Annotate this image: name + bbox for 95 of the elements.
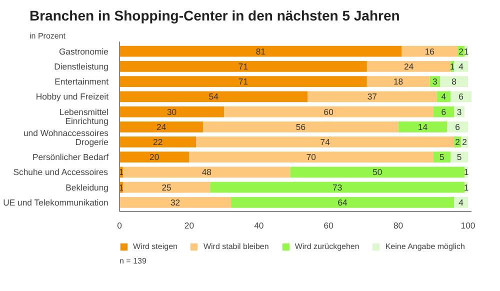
x-tick-label: 20	[184, 220, 194, 230]
data-label: 5	[456, 152, 462, 162]
data-label: 56	[296, 122, 306, 132]
bar	[120, 60, 367, 72]
data-label: 5	[439, 152, 444, 162]
bar	[196, 136, 454, 148]
data-label: 2	[462, 136, 468, 147]
data-label: 14	[418, 122, 428, 132]
bar	[120, 76, 367, 87]
y-tick-label: Hobby und Freizeit	[36, 92, 110, 102]
bar	[290, 166, 465, 178]
y-tick-label: Einrichtung und Wohnaccessoires	[23, 116, 110, 138]
data-label: 71	[238, 76, 248, 87]
y-tick-label: Lebensmittel	[59, 106, 109, 117]
y-tick-label: Entertainment	[54, 76, 110, 87]
bar	[120, 91, 308, 102]
bar	[402, 46, 458, 57]
data-label: 37	[367, 92, 378, 102]
x-tick-label: 80	[394, 220, 404, 230]
data-label: 22	[153, 136, 163, 147]
bar	[189, 152, 434, 163]
bar	[436, 91, 451, 102]
text: n = 139	[120, 256, 147, 266]
y-tick-label: Persönlicher Bedarf	[32, 152, 110, 162]
bar	[224, 106, 434, 118]
data-label: 32	[170, 197, 180, 208]
bar	[450, 91, 472, 102]
data-label: 71	[238, 61, 248, 72]
data-label: 6	[455, 122, 460, 132]
data-label: 48	[202, 167, 212, 178]
data-label: 4	[458, 61, 464, 72]
data-label: 3	[432, 76, 438, 87]
bar	[433, 152, 451, 163]
bar	[122, 166, 290, 178]
y-tick-label: Drogerie	[75, 136, 109, 147]
bar	[366, 60, 451, 72]
y-tick-label: UE und Telekommunikation	[3, 197, 109, 208]
x-tick-label: 0	[117, 220, 122, 230]
data-label: 24	[404, 61, 414, 72]
legend-label: Wird zurückgehen	[294, 242, 360, 251]
data-label: 81	[256, 46, 266, 56]
data-label: 20	[150, 152, 160, 162]
data-label: 74	[320, 136, 330, 147]
data-label: 73	[332, 182, 342, 192]
data-label: 70	[306, 152, 316, 162]
data-label: 25	[162, 182, 172, 192]
data-label: 4	[441, 92, 446, 102]
legend-label: Keine Angabe möglich	[385, 242, 465, 251]
bar	[120, 136, 196, 148]
data-label: 2	[455, 136, 460, 147]
bar	[454, 60, 468, 72]
bar	[308, 91, 437, 102]
y-tick-label: Bekleidung	[66, 182, 109, 192]
data-label: 24	[156, 122, 166, 132]
y-tick-label: Schuhe und Accessoires	[13, 167, 109, 178]
bar	[454, 196, 468, 208]
data-label: 6	[441, 106, 446, 117]
data-label: 18	[394, 76, 404, 87]
chart-title: Branchen in Shopping-Center in den nächsten 5 Jahren	[30, 8, 400, 24]
data-label: 1	[464, 46, 469, 56]
legend-label: Wird steigen	[133, 242, 178, 251]
bar	[120, 46, 402, 57]
data-label: 16	[424, 46, 435, 56]
data-label: 2	[458, 46, 464, 56]
data-label: 1	[464, 167, 469, 178]
data-label: 3	[456, 106, 462, 117]
bar	[120, 196, 232, 208]
data-label: 54	[208, 92, 219, 102]
x-tick-label: 40	[254, 220, 264, 230]
bar	[122, 182, 210, 193]
data-label: 60	[324, 106, 334, 117]
bar	[203, 121, 398, 132]
legend-label: Wird stabil bleiben	[203, 242, 269, 251]
data-label: 8	[452, 76, 457, 87]
data-label: 6	[458, 92, 464, 102]
data-label: 1	[464, 182, 469, 192]
y-tick-label: Gastronomie	[58, 46, 109, 56]
data-label: 30	[166, 106, 177, 117]
bar	[366, 76, 430, 87]
bar	[120, 121, 204, 132]
bar	[120, 152, 190, 163]
bar	[450, 152, 468, 163]
y-tick-label: Dienstleistung	[54, 61, 109, 72]
bar	[447, 121, 468, 132]
data-label: 64	[338, 197, 348, 208]
bar	[398, 121, 448, 132]
text: in Prozent	[30, 32, 66, 40]
data-label: 4	[458, 197, 464, 208]
data-label: 50	[372, 167, 382, 178]
bar	[120, 106, 224, 118]
bar	[210, 182, 465, 193]
bar	[440, 76, 468, 87]
x-tick-label: 60	[324, 220, 334, 230]
bar	[231, 196, 454, 208]
x-tick-label: 100	[460, 220, 476, 230]
